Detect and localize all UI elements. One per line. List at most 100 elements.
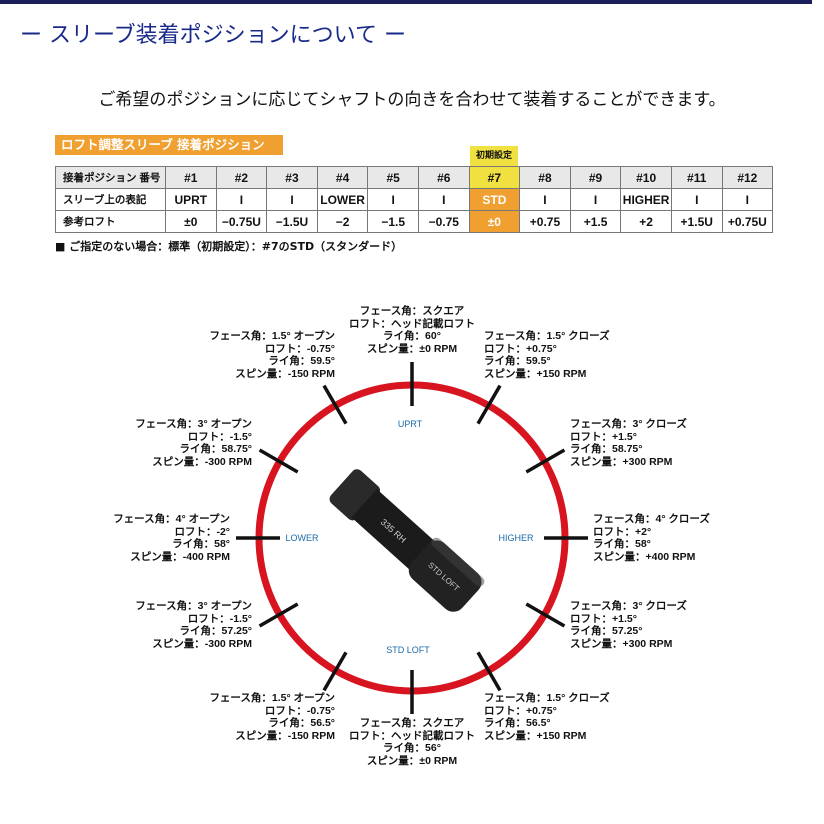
spec-line: ライ角：57.25°: [570, 625, 643, 638]
default-note: ■ ご指定のない場合：標準（初期設定）：#7のSTD（スタンダード）: [55, 240, 403, 253]
table-cell: #10: [620, 166, 672, 189]
position-spec-label: フェース角：3° クローズ ロフト：+1.5° ライ角：57.25° スピン量：+30…: [570, 600, 687, 650]
top-rule: [0, 0, 812, 4]
spec-line: フェース角：スクエア: [359, 305, 465, 317]
spec-line: ライ角：60°: [383, 330, 441, 343]
spec-line: スピン量：±0 RPM: [366, 754, 458, 767]
spec-line: フェース角：3° クローズ: [570, 600, 687, 612]
subtitle: ご希望のポジションに応じてシャフトの向きを合わせて装着することができます。: [98, 90, 726, 110]
position-spec-label: フェース角：4° クローズ ロフト：+2° ライ角：58° スピン量：+400 RPM: [593, 513, 710, 563]
table-cell: −2: [316, 210, 369, 233]
spec-line: ロフト：-1.5°: [187, 612, 252, 625]
table-cell: #1: [165, 166, 217, 189]
spec-line: フェース角：3° オープン: [135, 418, 252, 430]
spec-line: フェース角：4° オープン: [113, 513, 230, 525]
table-row: スリーブ上の表記 UPRT I I LOWER I I STD I I HIGHER I I: [55, 188, 774, 211]
spec-line: スピン量：+400 RPM: [593, 550, 696, 563]
position-spec-label: フェース角：1.5° クローズ ロフト：+0.75° ライ角：59.5° スピン量：+…: [484, 330, 610, 380]
table-cell: #9: [569, 166, 622, 189]
inner-label-uprt: UPRT: [397, 419, 423, 429]
spec-line: ライ角：57.25°: [179, 625, 252, 638]
position-spec-label: フェース角：3° クローズ ロフト：+1.5° ライ角：58.75° スピン量：+30…: [570, 418, 687, 468]
spec-line: フェース角：4° クローズ: [593, 513, 710, 525]
page-title: ー スリーブ装着ポジションについて ー: [20, 23, 407, 48]
table-cell: #7: [468, 166, 521, 189]
spec-line: ライ角：58.75°: [179, 443, 252, 456]
position-spec-label: フェース角：3° オープン ロフト：-1.5° ライ角：57.25° スピン量：-30…: [135, 600, 252, 650]
inner-label-lower: LOWER: [285, 533, 319, 543]
spec-line: フェース角：1.5° クローズ: [484, 692, 610, 704]
position-spec-label: フェース角：1.5° オープン ロフト：-0.75° ライ角：56.5° スピン量：-…: [209, 692, 335, 742]
spec-line: ロフト：-2°: [174, 525, 230, 538]
spec-line: フェース角：1.5° オープン: [209, 330, 335, 342]
position-spec-label: フェース角：3° オープン ロフト：-1.5° ライ角：58.75° スピン量：-30…: [135, 418, 252, 468]
spec-line: ロフト：-1.5°: [187, 430, 252, 443]
spec-line: スピン量：-300 RPM: [152, 455, 252, 468]
spec-line: ライ角：56.5°: [484, 717, 551, 730]
sleeve-image: 335 RH STD LOFT: [329, 469, 485, 612]
position-tick: [258, 448, 299, 474]
position-spec-label: フェース角：スクエア ロフト：ヘッド記載ロフト ライ角：56° スピン量：±0 RPM: [349, 717, 475, 767]
position-spec-label: フェース角：1.5° オープン ロフト：-0.75° ライ角：59.5° スピン量：-…: [209, 330, 335, 380]
spec-line: スピン量：+300 RPM: [570, 637, 673, 650]
spec-line: ロフト：+2°: [593, 525, 652, 538]
table-cell: +2: [620, 210, 672, 233]
table-cell: ±0: [165, 210, 217, 233]
spec-line: ロフト：ヘッド記載ロフト: [349, 729, 475, 742]
table-cell: #2: [215, 166, 268, 189]
table-cell: +1.5: [569, 210, 622, 233]
spec-line: ロフト：-0.75°: [264, 704, 335, 717]
spec-line: フェース角：1.5° クローズ: [484, 330, 610, 342]
table-row: 接着ポジション 番号 #1 #2 #3 #4 #5 #6 #7 #8 #9 #10 #11 #12: [55, 166, 774, 189]
spec-line: ライ角：56.5°: [268, 717, 335, 730]
position-spec-label: フェース角：1.5° クローズ ロフト：+0.75° ライ角：56.5° スピン量：+…: [484, 692, 610, 742]
spec-line: スピン量：-150 RPM: [235, 367, 335, 380]
table-cell: +0.75: [519, 210, 571, 233]
table-cell: #11: [670, 166, 723, 189]
spec-line: フェース角：スクエア: [359, 717, 465, 729]
inner-label-std-loft: STD LOFT: [386, 645, 430, 655]
row-header: 参考ロフト: [55, 210, 166, 233]
spec-line: スピン量：-150 RPM: [235, 729, 335, 742]
position-tick: [322, 384, 348, 425]
position-spec-label: フェース角：4° オープン ロフト：-2° ライ角：58° スピン量：-400 RPM: [113, 513, 230, 563]
initial-setting-badge: 初期設定: [470, 146, 518, 167]
spec-line: ロフト：-0.75°: [264, 342, 335, 355]
spec-line: ロフト：ヘッド記載ロフト: [349, 317, 475, 330]
spec-line: ロフト：+0.75°: [484, 342, 557, 355]
spec-line: ライ角：58°: [593, 538, 651, 551]
table-cell: +1.5U: [670, 210, 723, 233]
position-tick: [525, 602, 566, 628]
position-tick: [322, 651, 348, 692]
table-cell: −1.5U: [266, 210, 318, 233]
table-row: 参考ロフト ±0 −0.75U −1.5U −2 −1.5 −0.75 ±0 +0.75 +1.5…: [55, 210, 774, 233]
spec-line: ロフト：+1.5°: [570, 430, 637, 443]
spec-line: スピン量：-400 RPM: [130, 550, 230, 563]
spec-line: ライ角：59.5°: [268, 355, 335, 368]
spec-line: ライ角：59.5°: [484, 355, 551, 368]
position-tick: [258, 602, 299, 628]
spec-line: ライ角：56°: [383, 742, 441, 755]
table-cell: ±0: [468, 210, 521, 233]
spec-line: フェース角：3° オープン: [135, 600, 252, 612]
position-spec-label: フェース角：スクエア ロフト：ヘッド記載ロフト ライ角：60° スピン量：±0 RPM: [349, 305, 475, 355]
spec-line: ライ角：58.75°: [570, 443, 643, 456]
spec-line: フェース角：1.5° オープン: [209, 692, 335, 704]
table-cell: #5: [367, 166, 419, 189]
table-cell: +0.75U: [721, 210, 774, 233]
spec-line: ロフト：+0.75°: [484, 704, 557, 717]
position-tick: [476, 384, 502, 425]
position-tick: [476, 651, 502, 692]
table-cell: −0.75U: [215, 210, 268, 233]
spec-line: フェース角：3° クローズ: [570, 418, 687, 430]
inner-label-higher: HIGHER: [498, 533, 534, 543]
section-label: ロフト調整スリーブ 接着ポジション: [55, 135, 283, 155]
table-cell: #8: [519, 166, 571, 189]
spec-line: ライ角：58°: [172, 538, 230, 551]
spec-line: スピン量：-300 RPM: [152, 637, 252, 650]
spec-line: スピン量：+150 RPM: [484, 729, 587, 742]
position-table: 接着ポジション 番号 #1 #2 #3 #4 #5 #6 #7 #8 #9 #10 #11 #12 スリー…: [55, 166, 774, 233]
spec-line: スピン量：+150 RPM: [484, 367, 587, 380]
spec-line: スピン量：+300 RPM: [570, 455, 673, 468]
